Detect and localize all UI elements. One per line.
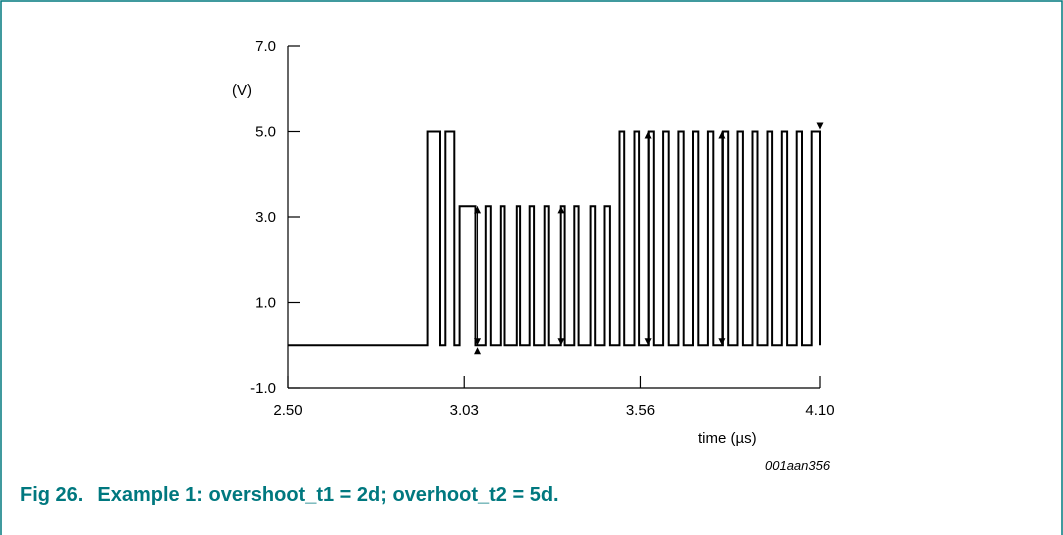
y-tick-label: -1.0 xyxy=(250,380,276,397)
series-group xyxy=(288,130,821,347)
marker-down-icon xyxy=(816,122,824,130)
x-tick-label: 2.50 xyxy=(273,402,302,419)
axis-ticks xyxy=(287,45,821,389)
arrowhead-up-icon xyxy=(557,206,565,214)
figure-caption: Fig 26. Example 1: overshoot_t1 = 2d; ove… xyxy=(20,484,559,507)
waveform-chart: 7.0 5.0 3.0 1.0 -1.0 2.50 3.03 3.56 4.10 (V) tim… xyxy=(232,38,835,473)
figure-number: Fig 26. xyxy=(20,484,84,506)
arrowhead-down-icon xyxy=(644,338,652,346)
x-tick-label: 4.10 xyxy=(805,402,834,419)
y-tick-label: 1.0 xyxy=(255,295,276,312)
arrowhead-up-icon xyxy=(644,131,652,139)
axis-tick-labels: 7.0 5.0 3.0 1.0 -1.0 2.50 3.03 3.56 4.10 xyxy=(250,38,834,419)
x-axis-label: time (µs) xyxy=(698,430,757,447)
y-tick-label: 7.0 xyxy=(255,38,276,55)
y-tick-label: 5.0 xyxy=(255,124,276,141)
figure-caption-text: Example 1: overshoot_t1 = 2d; overhoot_t… xyxy=(97,484,559,506)
arrowhead-down-icon xyxy=(474,338,482,346)
arrowhead-up-icon xyxy=(718,131,726,139)
x-tick-label: 3.56 xyxy=(626,402,655,419)
arrowhead-down-icon xyxy=(557,338,565,346)
y-axis-unit-label: (V) xyxy=(232,82,252,99)
annotations-group xyxy=(474,122,824,355)
marker-up-icon xyxy=(474,347,482,355)
waveform-series-line xyxy=(288,130,821,347)
axes xyxy=(287,46,820,389)
arrowhead-down-icon xyxy=(718,338,726,346)
y-tick-label: 3.0 xyxy=(255,209,276,226)
x-tick-label: 3.03 xyxy=(450,402,479,419)
figure-id: 001aan356 xyxy=(765,458,831,473)
arrowhead-up-icon xyxy=(474,206,482,214)
